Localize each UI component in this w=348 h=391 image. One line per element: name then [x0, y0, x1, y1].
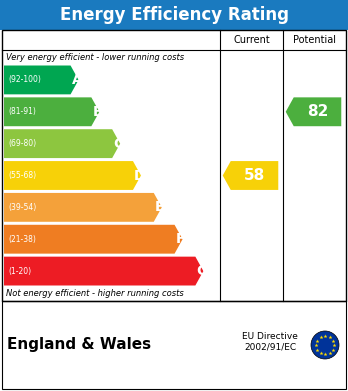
Polygon shape	[4, 193, 162, 222]
Bar	[0, 0, 348, 30]
Bar	[2, 301, 346, 389]
Polygon shape	[4, 129, 120, 158]
Text: E: E	[155, 200, 164, 214]
Text: 58: 58	[244, 168, 265, 183]
Polygon shape	[223, 161, 278, 190]
Text: D: D	[134, 169, 145, 183]
Text: A: A	[72, 73, 82, 87]
Text: (81-91): (81-91)	[8, 107, 36, 116]
Text: Energy Efficiency Rating: Energy Efficiency Rating	[60, 6, 288, 24]
Text: B: B	[92, 105, 103, 119]
Text: Current: Current	[233, 35, 270, 45]
Text: (39-54): (39-54)	[8, 203, 36, 212]
Polygon shape	[4, 161, 141, 190]
Text: Potential: Potential	[293, 35, 336, 45]
Text: 82: 82	[307, 104, 328, 119]
Text: Not energy efficient - higher running costs: Not energy efficient - higher running co…	[6, 289, 184, 298]
Text: EU Directive
2002/91/EC: EU Directive 2002/91/EC	[242, 332, 298, 352]
Text: C: C	[113, 136, 124, 151]
Text: (69-80): (69-80)	[8, 139, 36, 148]
Text: (55-68): (55-68)	[8, 171, 36, 180]
Text: F: F	[175, 232, 185, 246]
Text: England & Wales: England & Wales	[7, 337, 151, 353]
Text: G: G	[196, 264, 208, 278]
Text: (92-100): (92-100)	[8, 75, 41, 84]
Bar	[2, 30, 346, 301]
Polygon shape	[4, 97, 100, 126]
Circle shape	[311, 331, 339, 359]
Polygon shape	[4, 256, 203, 285]
Text: (1-20): (1-20)	[8, 267, 31, 276]
Polygon shape	[4, 66, 79, 94]
Polygon shape	[286, 97, 341, 126]
Polygon shape	[4, 225, 183, 254]
Text: Very energy efficient - lower running costs: Very energy efficient - lower running co…	[6, 52, 184, 61]
Text: (21-38): (21-38)	[8, 235, 36, 244]
